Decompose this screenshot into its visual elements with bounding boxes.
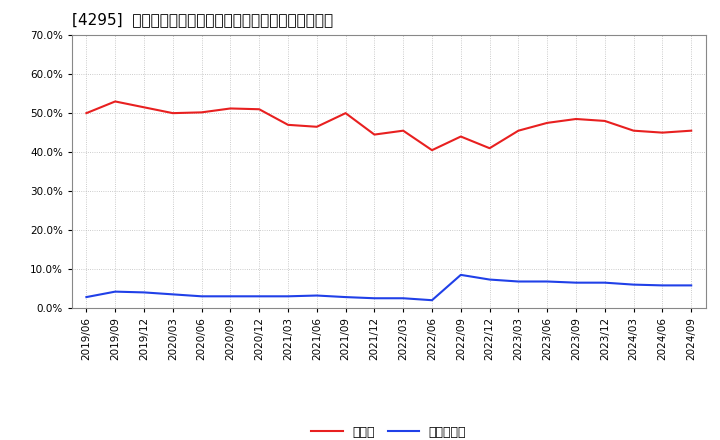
有利子負債 (284, 293, 292, 299)
現頑金 (197, 110, 206, 115)
現頑金 (428, 147, 436, 153)
現頑金 (82, 110, 91, 116)
有利子負債 (140, 290, 148, 295)
有利子負債 (370, 296, 379, 301)
現頑金 (140, 105, 148, 110)
有利子負債 (255, 293, 264, 299)
現頑金 (600, 118, 609, 124)
有利子負債 (629, 282, 638, 287)
現頑金 (629, 128, 638, 133)
有利子負債 (456, 272, 465, 278)
現頑金 (572, 116, 580, 121)
現頑金 (485, 146, 494, 151)
有利子負債 (658, 283, 667, 288)
有利子負債 (572, 280, 580, 285)
有利子負債 (82, 294, 91, 300)
現頑金 (399, 128, 408, 133)
有利子負債 (485, 277, 494, 282)
現頑金 (658, 130, 667, 135)
現頑金 (168, 110, 177, 116)
現頑金 (341, 110, 350, 116)
有利子負債 (312, 293, 321, 298)
有利子負債 (428, 297, 436, 303)
有利子負債 (399, 296, 408, 301)
Line: 有利子負債: 有利子負債 (86, 275, 691, 300)
有利子負債 (197, 293, 206, 299)
現頑金 (543, 120, 552, 125)
現頑金 (312, 124, 321, 129)
Legend: 現頑金, 有利子負債: 現頑金, 有利子負債 (306, 421, 472, 440)
現頑金 (111, 99, 120, 104)
現頑金 (456, 134, 465, 139)
現頑金 (255, 106, 264, 112)
有利子負債 (341, 294, 350, 300)
現頑金 (226, 106, 235, 111)
現頑金 (284, 122, 292, 128)
有利子負債 (687, 283, 696, 288)
有利子負債 (111, 289, 120, 294)
Text: [4295]  現頑金、有利子負債の総資産に対する比率の推移: [4295] 現頑金、有利子負債の総資産に対する比率の推移 (72, 12, 333, 27)
現頑金 (370, 132, 379, 137)
現頑金 (514, 128, 523, 133)
有利子負債 (226, 293, 235, 299)
現頑金 (687, 128, 696, 133)
Line: 現頑金: 現頑金 (86, 102, 691, 150)
有利子負債 (543, 279, 552, 284)
有利子負債 (514, 279, 523, 284)
有利子負債 (600, 280, 609, 285)
有利子負債 (168, 292, 177, 297)
